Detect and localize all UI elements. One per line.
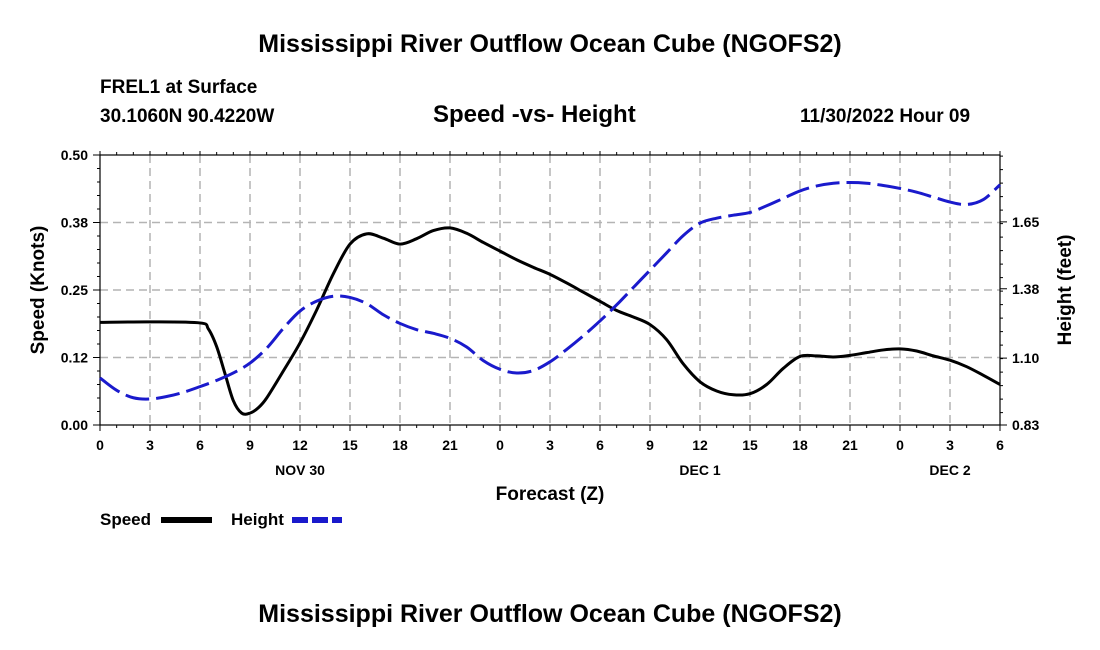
date-label: DEC 1 — [679, 462, 720, 478]
legend-label-height: Height — [231, 510, 284, 529]
y2-axis-label: Height (feet) — [1055, 235, 1076, 346]
chart-main-title: Mississippi River Outflow Ocean Cube (NG… — [258, 30, 842, 58]
x-tick-label: 6 — [996, 437, 1004, 453]
y2-tick-label: 0.83 — [1012, 417, 1039, 433]
axis-tick-labels: 0 3 6 9 12 15 18 21 0 3 6 9 12 15 18 21 0 3 6 NOV 30 DEC 1 DE… — [61, 147, 1040, 478]
grid-lines — [100, 155, 1000, 425]
station-coords: 30.1060N 90.4220W — [100, 106, 275, 127]
chart-legend: Speed Height — [100, 510, 342, 529]
date-label: NOV 30 — [275, 462, 325, 478]
x-tick-label: 6 — [196, 437, 204, 453]
y-tick-label: 0.25 — [61, 282, 88, 298]
x-tick-label: 3 — [546, 437, 554, 453]
x-tick-label: 12 — [292, 437, 308, 453]
y2-tick-label: 1.65 — [1012, 214, 1039, 230]
x-tick-label: 0 — [96, 437, 104, 453]
series-line-speed — [99, 226, 1001, 416]
x-tick-label: 3 — [946, 437, 954, 453]
y-tick-label: 0.12 — [61, 350, 88, 366]
x-tick-label: 0 — [896, 437, 904, 453]
x-tick-label: 9 — [246, 437, 254, 453]
chart-main-title-repeat: Mississippi River Outflow Ocean Cube (NG… — [258, 600, 842, 628]
axis-ticks — [93, 151, 1007, 431]
date-label: DEC 2 — [929, 462, 970, 478]
y2-tick-label: 1.10 — [1012, 350, 1039, 366]
y-tick-label: 0.38 — [61, 215, 88, 231]
chart-subtitle: Speed -vs- Height — [433, 101, 636, 128]
y-axis-label: Speed (Knots) — [28, 226, 49, 355]
legend-label-speed: Speed — [100, 510, 151, 529]
y2-tick-label: 1.38 — [1012, 281, 1039, 297]
x-tick-label: 15 — [742, 437, 758, 453]
y-tick-label: 0.50 — [61, 147, 88, 163]
x-tick-label: 21 — [842, 437, 858, 453]
forecast-datetime: 11/30/2022 Hour 09 — [800, 106, 971, 127]
x-tick-label: 18 — [792, 437, 808, 453]
x-tick-label: 6 — [596, 437, 604, 453]
x-tick-label: 12 — [692, 437, 708, 453]
x-tick-label: 15 — [342, 437, 358, 453]
x-axis-label: Forecast (Z) — [496, 484, 605, 505]
x-tick-label: 21 — [442, 437, 458, 453]
y-tick-label: 0.00 — [61, 417, 88, 433]
station-label: FREL1 at Surface — [100, 77, 258, 98]
x-tick-label: 0 — [496, 437, 504, 453]
series-line-height — [99, 181, 1002, 401]
series-lines — [99, 181, 1002, 416]
x-tick-label: 3 — [146, 437, 154, 453]
x-tick-label: 9 — [646, 437, 654, 453]
x-tick-label: 18 — [392, 437, 408, 453]
speed-height-chart: 0 3 6 9 12 15 18 21 0 3 6 9 12 15 18 21 0 3 6 NOV 30 DEC 1 DE… — [28, 147, 1076, 529]
